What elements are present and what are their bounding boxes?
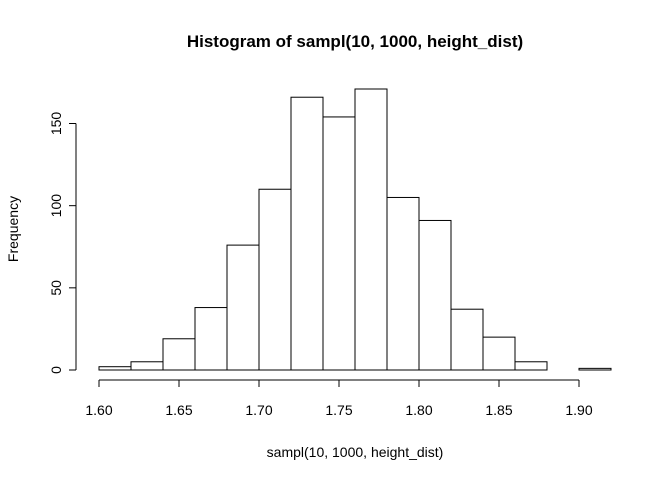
x-axis-label: sampl(10, 1000, height_dist) [267,444,444,460]
chart-title: Histogram of sampl(10, 1000, height_dist… [187,32,523,51]
x-tick-label: 1.85 [485,402,512,418]
y-tick-label: 50 [48,280,64,296]
histogram-bar-7 [322,116,356,371]
y-axis: 0 50 100 150 [48,112,77,374]
histogram-bar-10 [418,219,452,371]
x-tick-label: 1.90 [565,402,592,418]
histogram-bar-15 [578,367,612,371]
x-tick-label: 1.80 [405,402,432,418]
histogram-bar-1 [130,361,164,371]
y-tick-label: 0 [48,366,64,374]
histogram-bars [98,88,612,371]
histogram-bar-13 [514,361,548,371]
histogram-bar-4 [226,244,260,371]
x-tick-label: 1.60 [85,402,112,418]
histogram-bar-12 [482,336,516,371]
y-axis-label: Frequency [5,196,21,262]
y-tick-label: 150 [48,112,64,136]
histogram-bar-2 [162,338,196,371]
x-axis: 1.60 1.65 1.70 1.75 1.80 1.85 1.90 [85,379,593,418]
x-tick-label: 1.70 [245,402,272,418]
x-tick-label: 1.65 [165,402,192,418]
y-tick-label: 100 [48,194,64,218]
histogram-bar-9 [386,196,420,371]
histogram-bar-6 [290,96,324,371]
histogram-bar-0 [98,366,132,371]
histogram-bar-8 [354,88,388,371]
histogram-bar-5 [258,188,292,371]
histogram-bar-3 [194,307,228,371]
x-tick-label: 1.75 [325,402,352,418]
histogram-bar-11 [450,308,484,371]
